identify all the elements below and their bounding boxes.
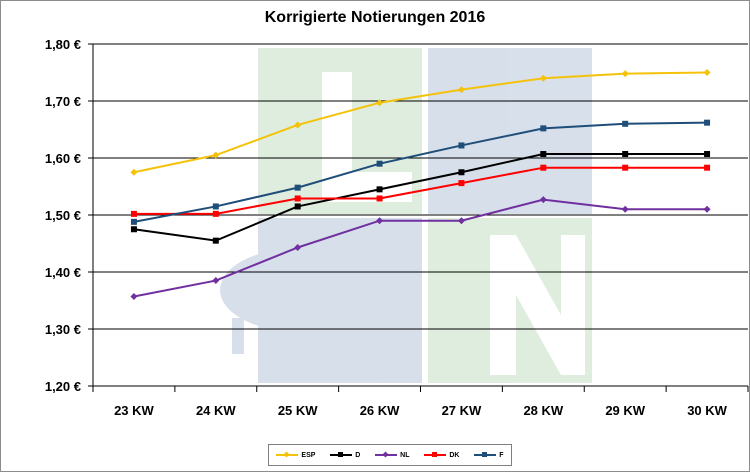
data-point-esp	[130, 168, 138, 176]
tick-labels: 1,20 € 1,30 € 1,40 € 1,50 € 1,60 € 1,70 € 1,80…	[45, 37, 728, 418]
legend-label-d: D	[355, 451, 361, 459]
y-tick-label: 1,20 €	[45, 379, 81, 394]
data-point-esp	[212, 151, 220, 159]
x-tick-label: 29 KW	[605, 403, 645, 418]
data-point-dk	[622, 164, 629, 171]
data-point-esp	[539, 74, 547, 82]
data-point-dk	[294, 195, 301, 202]
data-point-f	[622, 120, 629, 127]
data-point-f	[130, 218, 137, 225]
data-point-f	[540, 125, 547, 132]
watermark-block-top-right	[428, 48, 592, 214]
data-point-nl	[376, 217, 384, 225]
data-point-d	[294, 203, 301, 210]
series-line-dk	[133, 166, 708, 215]
legend-label-esp: ESP	[301, 451, 316, 459]
data-point-d	[130, 226, 137, 233]
data-point-d	[540, 151, 547, 158]
y-tick-label: 1,30 €	[45, 322, 81, 337]
data-point-d	[622, 151, 629, 158]
data-point-f	[704, 119, 711, 126]
series-lines	[130, 69, 711, 301]
x-tick-label: 24 KW	[196, 403, 236, 418]
lsn-watermark	[220, 48, 592, 383]
chart-title: Korrigierte Notierungen 2016	[264, 9, 486, 26]
data-point-f	[376, 160, 383, 167]
y-tick-label: 1,40 €	[45, 265, 81, 280]
watermark-letter-n	[490, 235, 585, 375]
y-tick-label: 1,60 €	[45, 151, 81, 166]
series-line-f	[133, 121, 708, 223]
series-d	[130, 151, 711, 244]
data-point-dk	[704, 164, 711, 171]
data-point-dk	[376, 195, 383, 202]
x-tick-label: 28 KW	[523, 403, 563, 418]
legend-swatch-nl	[375, 451, 398, 459]
data-point-nl	[294, 243, 302, 251]
axes	[88, 43, 749, 392]
data-point-esp	[703, 69, 711, 76]
data-point-nl	[621, 205, 629, 213]
series-dk	[130, 164, 711, 217]
legend-item-dk: DK	[424, 451, 459, 459]
data-point-esp	[621, 70, 629, 78]
data-point-esp	[294, 121, 302, 129]
y-tick-label: 1,70 €	[45, 94, 81, 109]
x-tick-label: 26 KW	[360, 403, 400, 418]
data-point-dk	[458, 180, 465, 187]
data-point-d	[212, 237, 219, 244]
data-point-f	[212, 203, 219, 210]
data-point-esp	[457, 86, 465, 94]
series-line-d	[133, 153, 708, 242]
series-f	[130, 119, 711, 225]
data-point-d	[704, 151, 711, 158]
data-point-dk	[540, 164, 547, 171]
data-point-nl	[457, 217, 465, 225]
data-point-nl	[212, 277, 220, 285]
data-point-nl	[539, 196, 547, 204]
watermark-letter-l	[322, 72, 412, 202]
legend-item-d: D	[330, 451, 360, 459]
data-point-d	[458, 169, 465, 176]
legend-label-dk: DK	[449, 451, 460, 459]
legend-item-f: F	[474, 451, 504, 459]
watermark-pig-leg	[350, 318, 362, 354]
data-point-esp	[376, 99, 384, 107]
series-esp	[130, 69, 711, 176]
watermark-pig-leg	[232, 318, 244, 354]
data-point-nl	[130, 293, 138, 301]
legend-swatch-f	[474, 451, 497, 459]
data-point-nl	[703, 205, 711, 213]
data-point-d	[376, 186, 383, 193]
x-tick-label: 23 KW	[114, 403, 154, 418]
x-tick-label: 25 KW	[278, 403, 318, 418]
data-point-dk	[130, 210, 137, 217]
legend-swatch-d	[330, 451, 353, 459]
data-point-f	[458, 142, 465, 149]
data-point-dk	[212, 210, 219, 217]
legend-swatch-dk	[424, 451, 447, 459]
legend-item-esp: ESP	[276, 451, 315, 459]
legend-item-nl: NL	[375, 451, 409, 459]
legend-label-f: F	[499, 451, 504, 459]
legend-swatch-esp	[276, 451, 299, 459]
x-tick-label: 30 KW	[687, 403, 727, 418]
series-nl	[130, 196, 711, 301]
series-line-esp	[133, 71, 708, 174]
y-tick-label: 1,80 €	[45, 37, 81, 52]
legend-label-nl: NL	[400, 451, 410, 459]
legend: ESP D NL DK F	[268, 444, 512, 466]
data-point-f	[294, 184, 301, 191]
x-tick-label: 27 KW	[442, 403, 482, 418]
watermark-pig	[220, 248, 380, 332]
y-tick-label: 1,50 €	[45, 208, 81, 223]
series-line-nl	[133, 198, 708, 298]
